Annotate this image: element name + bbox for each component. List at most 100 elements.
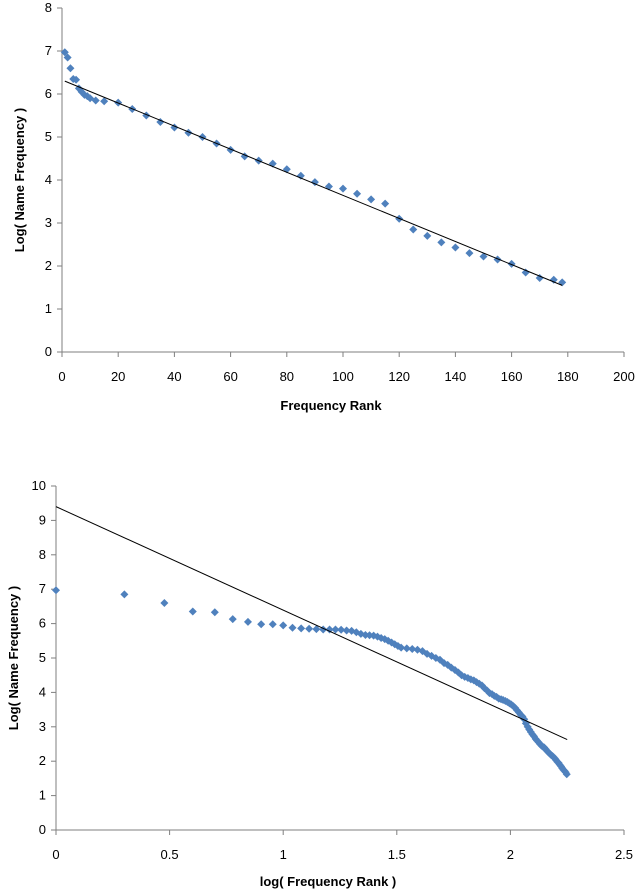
x-tick-label: 2.5 (615, 847, 633, 862)
data-point (451, 243, 460, 252)
data-point (188, 607, 197, 616)
x-tick-label: 0 (52, 847, 59, 862)
trendline (55, 506, 568, 740)
data-point (367, 195, 376, 204)
data-point (463, 673, 472, 682)
data-point (210, 608, 219, 617)
data-point (288, 623, 297, 632)
y-tick-label: 6 (39, 616, 46, 631)
data-point (52, 586, 60, 595)
x-tick-label: 160 (501, 369, 523, 384)
data-point (63, 53, 72, 62)
data-point (402, 644, 411, 653)
data-point (342, 626, 351, 635)
data-point (427, 651, 436, 660)
data-point (331, 625, 340, 634)
x-tick-label: 180 (557, 369, 579, 384)
data-point (305, 624, 314, 633)
data-point (100, 97, 109, 106)
y-tick-label: 3 (45, 215, 52, 230)
x-tick-label: 1.5 (388, 847, 406, 862)
x-tick-label: 140 (445, 369, 467, 384)
data-point (243, 617, 252, 626)
data-point (352, 628, 361, 637)
y-tick-label: 4 (39, 684, 46, 699)
data-point (325, 625, 334, 634)
data-point (66, 64, 75, 73)
data-series (60, 48, 567, 287)
x-tick-label: 200 (613, 369, 635, 384)
x-tick-label: 1 (280, 847, 287, 862)
x-tick-label: 80 (280, 369, 294, 384)
data-point (397, 643, 406, 652)
data-point (297, 624, 306, 633)
data-point (393, 641, 402, 650)
data-point (423, 231, 432, 240)
x-axis-title: Frequency Rank (280, 398, 382, 413)
data-point (120, 590, 129, 599)
x-tick-label: 60 (223, 369, 237, 384)
data-point (268, 620, 277, 629)
y-tick-label: 9 (39, 512, 46, 527)
y-tick-label: 1 (45, 301, 52, 316)
data-point (339, 184, 347, 193)
data-point (72, 75, 81, 84)
x-axis-title: log( Frequency Rank ) (260, 874, 397, 889)
x-tick-label: 20 (111, 369, 125, 384)
data-point (478, 681, 486, 690)
data-point (457, 671, 466, 680)
data-point (440, 659, 449, 668)
data-point (387, 638, 396, 647)
data-point (228, 615, 237, 624)
data-point (493, 255, 502, 264)
data-point (521, 268, 530, 277)
y-tick-label: 2 (45, 258, 52, 273)
y-tick-label: 8 (45, 0, 52, 15)
data-point (91, 96, 100, 105)
data-point (257, 620, 266, 629)
data-point (279, 621, 288, 630)
data-point (337, 625, 346, 634)
y-tick-label: 0 (45, 344, 52, 359)
data-point (312, 625, 321, 634)
data-point (562, 770, 571, 779)
data-point (381, 199, 390, 208)
data-point (549, 275, 558, 284)
y-tick-label: 5 (45, 129, 52, 144)
y-tick-label: 10 (32, 478, 46, 493)
data-point (413, 645, 422, 654)
data-point (160, 598, 169, 607)
x-tick-label: 0 (58, 369, 65, 384)
data-point (437, 238, 446, 247)
data-point (447, 663, 456, 672)
x-tick-label: 40 (167, 369, 181, 384)
y-tick-label: 8 (39, 547, 46, 562)
data-series (52, 586, 571, 779)
y-tick-label: 3 (39, 719, 46, 734)
trendline (64, 80, 563, 286)
y-tick-label: 7 (45, 43, 52, 58)
y-tick-label: 7 (39, 581, 46, 596)
data-point (361, 630, 370, 639)
data-point (423, 649, 432, 658)
data-point (409, 225, 418, 234)
y-tick-label: 5 (39, 650, 46, 665)
y-tick-label: 4 (45, 172, 52, 187)
y-tick-label: 2 (39, 753, 46, 768)
data-point (369, 631, 378, 640)
data-point (353, 189, 362, 198)
chart-logrank-vs-log-frequency: 0 1 2 3 4 5 6 7 8 9 10 0 0.5 1 1.5 2 2.5 log( Frequency R… (6, 478, 633, 889)
data-point (479, 252, 488, 261)
data-point (465, 249, 474, 258)
x-tick-label: 2 (507, 847, 514, 862)
x-tick-label: 100 (332, 369, 354, 384)
y-tick-label: 0 (39, 822, 46, 837)
x-tick-label: 120 (388, 369, 410, 384)
data-point (380, 635, 389, 644)
data-point (535, 274, 544, 283)
y-axis-title: Log( Name Frequency ) (12, 108, 27, 252)
data-point (408, 645, 417, 654)
y-tick-label: 1 (39, 788, 46, 803)
data-point (472, 678, 481, 687)
